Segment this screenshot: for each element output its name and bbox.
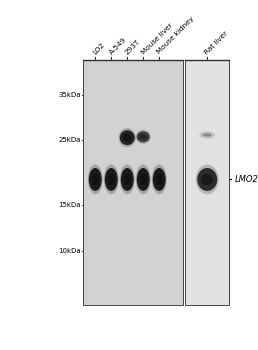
Ellipse shape bbox=[139, 174, 147, 185]
Text: A-549: A-549 bbox=[108, 36, 127, 55]
Ellipse shape bbox=[199, 131, 216, 139]
Text: LO2: LO2 bbox=[92, 41, 106, 55]
Ellipse shape bbox=[137, 168, 150, 191]
Text: 25kDa: 25kDa bbox=[59, 137, 81, 144]
Ellipse shape bbox=[123, 174, 131, 185]
FancyBboxPatch shape bbox=[83, 60, 183, 305]
Text: LMO2: LMO2 bbox=[235, 175, 258, 184]
Ellipse shape bbox=[120, 130, 135, 145]
Ellipse shape bbox=[120, 164, 135, 194]
Ellipse shape bbox=[139, 134, 147, 140]
Ellipse shape bbox=[152, 164, 167, 194]
Ellipse shape bbox=[119, 128, 136, 147]
Ellipse shape bbox=[136, 130, 151, 144]
Ellipse shape bbox=[155, 174, 163, 185]
Ellipse shape bbox=[137, 131, 150, 142]
Ellipse shape bbox=[104, 164, 119, 194]
Ellipse shape bbox=[123, 134, 132, 141]
Text: Mouse liver: Mouse liver bbox=[140, 22, 174, 55]
Ellipse shape bbox=[107, 174, 115, 185]
Text: 15kDa: 15kDa bbox=[58, 202, 81, 208]
Text: 293T: 293T bbox=[124, 38, 141, 55]
Ellipse shape bbox=[196, 164, 219, 194]
Ellipse shape bbox=[91, 174, 99, 185]
Ellipse shape bbox=[201, 174, 213, 185]
Ellipse shape bbox=[88, 164, 103, 194]
Ellipse shape bbox=[89, 168, 102, 191]
Ellipse shape bbox=[203, 133, 212, 136]
Ellipse shape bbox=[197, 168, 217, 191]
FancyBboxPatch shape bbox=[185, 60, 229, 305]
Ellipse shape bbox=[153, 168, 166, 191]
Text: Rat liver: Rat liver bbox=[204, 30, 230, 55]
Text: Mouse kidney: Mouse kidney bbox=[156, 16, 196, 55]
Text: 10kDa: 10kDa bbox=[58, 248, 81, 254]
Ellipse shape bbox=[200, 132, 215, 138]
Ellipse shape bbox=[105, 168, 118, 191]
Ellipse shape bbox=[121, 168, 134, 191]
Text: 35kDa: 35kDa bbox=[58, 92, 81, 98]
Ellipse shape bbox=[136, 164, 151, 194]
